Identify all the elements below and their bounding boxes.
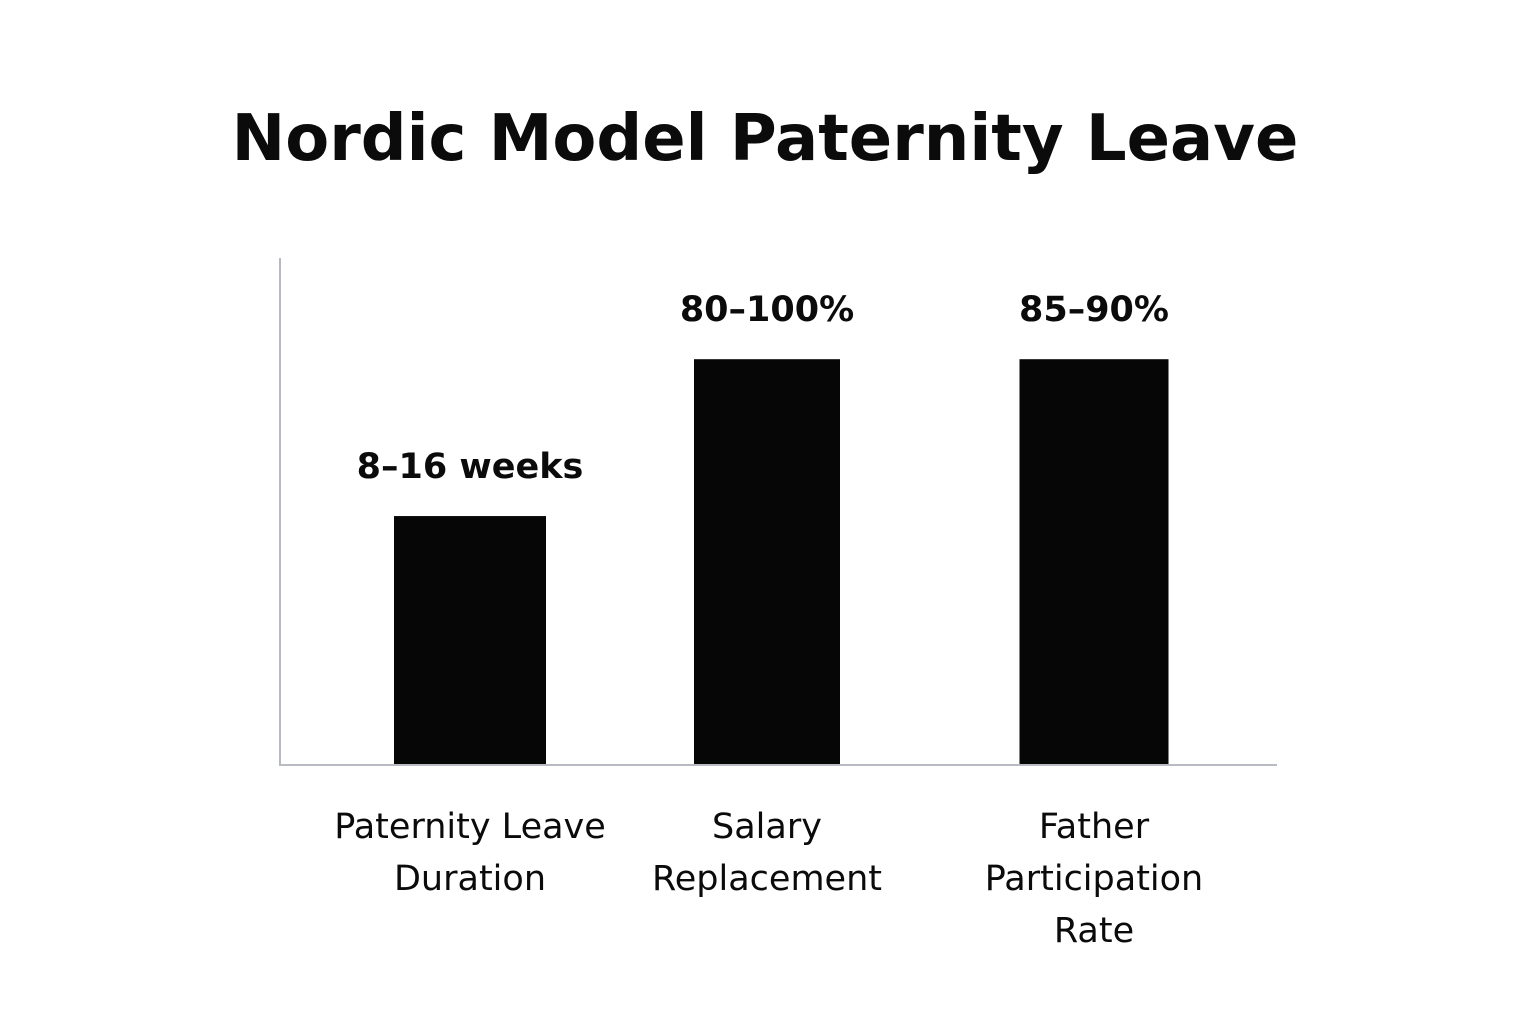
- data-label-2: 80–100%: [680, 290, 854, 330]
- category-label-1-line-1: Paternity Leave: [334, 807, 606, 847]
- category-label-2-line-1: Salary: [712, 807, 822, 847]
- category-label-3-line-3: Rate: [1054, 911, 1134, 951]
- category-label-3-line-2: Participation: [985, 859, 1204, 899]
- category-label-1-line-2: Duration: [394, 859, 546, 899]
- bar-3: [1019, 359, 1169, 764]
- category-label-1: Paternity Leave Duration: [334, 807, 606, 899]
- category-label-3: Father Participation Rate: [985, 807, 1204, 951]
- data-label-1: 8–16 weeks: [357, 447, 584, 487]
- bar-group: 8–16 weeks Paternity Leave Duration 80–100%…: [334, 290, 1203, 951]
- category-label-3-line-1: Father: [1039, 807, 1150, 847]
- bar-2: [694, 359, 840, 764]
- chart-title: Nordic Model Paternity Leave: [232, 102, 1299, 176]
- category-label-2-line-2: Replacement: [652, 859, 882, 899]
- category-label-2: Salary Replacement: [652, 807, 882, 899]
- bar-1: [394, 516, 546, 764]
- data-label-3: 85–90%: [1019, 290, 1169, 330]
